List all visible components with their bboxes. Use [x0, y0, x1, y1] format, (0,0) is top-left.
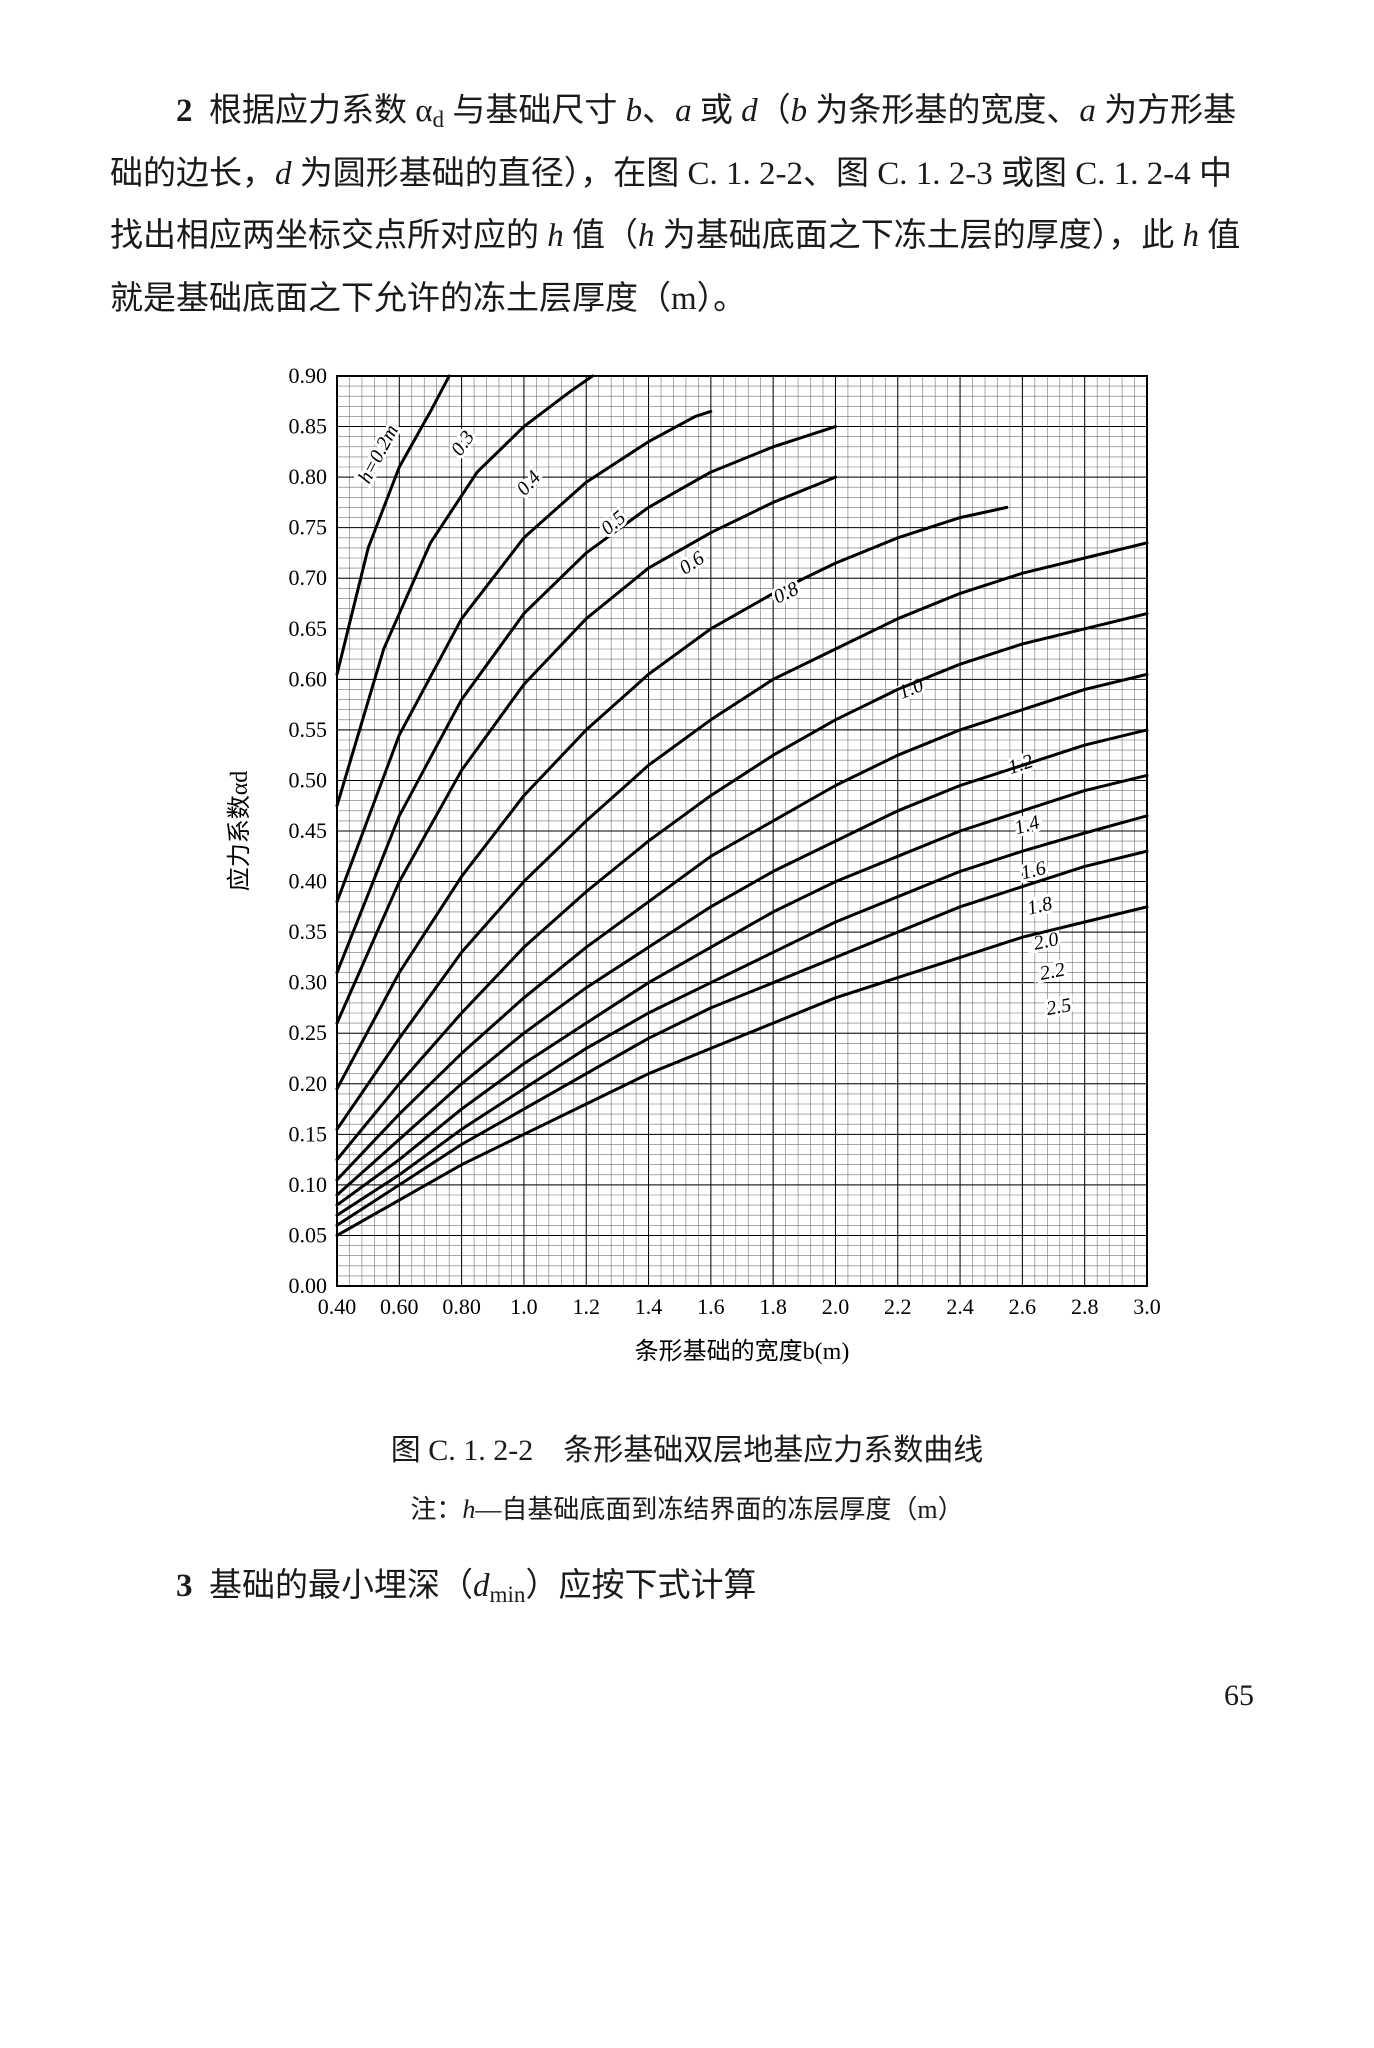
svg-text:2.5: 2.5 [1045, 994, 1073, 1020]
svg-text:3.0: 3.0 [1133, 1294, 1161, 1319]
page-number: 65 [110, 1667, 1264, 1724]
svg-text:1.6: 1.6 [697, 1294, 725, 1319]
svg-text:2.2: 2.2 [1038, 958, 1067, 984]
svg-text:1.8: 1.8 [759, 1294, 787, 1319]
stress-coefficient-chart: h=0.2mh=0.2m0.30.30.40.40.50.50.60.60.80… [207, 361, 1167, 1381]
svg-text:0.80: 0.80 [289, 464, 328, 489]
paragraph-2: 2根据应力系数 αd 与基础尺寸 b、a 或 d（b 为条形基的宽度、a 为方形… [110, 80, 1264, 331]
svg-text:0.00: 0.00 [289, 1273, 328, 1298]
svg-text:0.60: 0.60 [380, 1294, 419, 1319]
caption-number: 图 C. 1. 2-2 [391, 1434, 534, 1467]
svg-text:0.90: 0.90 [289, 363, 328, 388]
svg-text:0.05: 0.05 [289, 1222, 328, 1247]
svg-text:0.45: 0.45 [289, 818, 328, 843]
svg-text:条形基础的宽度b(m): 条形基础的宽度b(m) [635, 1338, 850, 1365]
svg-text:2.8: 2.8 [1071, 1294, 1099, 1319]
svg-text:1.4: 1.4 [635, 1294, 663, 1319]
svg-text:0.80: 0.80 [442, 1294, 481, 1319]
svg-text:0.25: 0.25 [289, 1020, 328, 1045]
svg-text:0.55: 0.55 [289, 717, 328, 742]
svg-text:0.40: 0.40 [289, 868, 328, 893]
svg-text:0.60: 0.60 [289, 666, 328, 691]
svg-text:应力系数αd: 应力系数αd [226, 770, 253, 891]
svg-text:2.2: 2.2 [884, 1294, 912, 1319]
svg-text:0.65: 0.65 [289, 616, 328, 641]
figure-note: 注：h—自基础底面到冻结界面的冻层厚度（m） [110, 1485, 1264, 1534]
svg-text:0.15: 0.15 [289, 1121, 328, 1146]
svg-text:0.30: 0.30 [289, 969, 328, 994]
svg-text:2.4: 2.4 [946, 1294, 974, 1319]
svg-text:0.50: 0.50 [289, 767, 328, 792]
svg-text:0.70: 0.70 [289, 565, 328, 590]
paragraph-3: 3基础的最小埋深（dmin）应按下式计算 [110, 1555, 1264, 1618]
caption-text: 条形基础双层地基应力系数曲线 [563, 1434, 983, 1467]
figure-caption: 图 C. 1. 2-2 条形基础双层地基应力系数曲线 [110, 1422, 1264, 1479]
svg-text:0.85: 0.85 [289, 413, 328, 438]
svg-text:0.20: 0.20 [289, 1071, 328, 1096]
svg-text:0.35: 0.35 [289, 919, 328, 944]
svg-text:0.75: 0.75 [289, 514, 328, 539]
svg-text:0.10: 0.10 [289, 1172, 328, 1197]
para3-number: 3 [176, 1568, 193, 1604]
svg-text:1.0: 1.0 [510, 1294, 538, 1319]
chart-container: h=0.2mh=0.2m0.30.30.40.40.50.50.60.60.80… [207, 361, 1167, 1392]
svg-text:1.2: 1.2 [572, 1294, 600, 1319]
para2-number: 2 [176, 93, 193, 129]
svg-text:2.6: 2.6 [1009, 1294, 1037, 1319]
svg-text:2.0: 2.0 [822, 1294, 850, 1319]
